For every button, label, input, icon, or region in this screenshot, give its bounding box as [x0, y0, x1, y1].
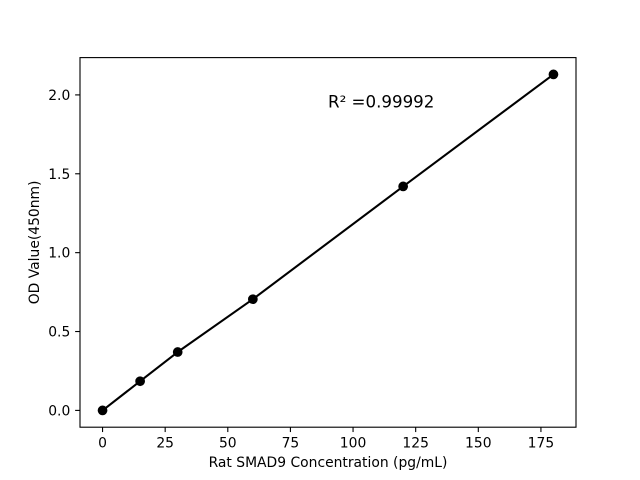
- data-point: [97, 405, 108, 416]
- y-tick-label: 2.0: [48, 88, 70, 104]
- y-tick-label: 1.5: [48, 167, 70, 183]
- data-point: [172, 347, 183, 357]
- x-tick-label: 150: [465, 436, 491, 452]
- x-tick-label: 0: [98, 436, 107, 452]
- data-point: [548, 69, 559, 80]
- series-line: [101, 73, 555, 412]
- y-tick-label: 0.5: [48, 325, 70, 341]
- axes-spines: [79, 57, 577, 428]
- x-tick-label: 50: [219, 436, 237, 452]
- y-axis-label: OD Value(450nm): [27, 181, 43, 305]
- data-point: [135, 376, 145, 387]
- x-axis: 0 25 50 75 100 125 150 175: [98, 427, 554, 452]
- x-tick-label: 25: [156, 436, 174, 452]
- x-tick-label: 125: [402, 436, 428, 452]
- r-squared-annotation: R² =0.99992: [328, 93, 434, 112]
- x-axis-label: Rat SMAD9 Concentration (pg/mL): [209, 455, 448, 471]
- x-tick-label: 100: [340, 436, 366, 452]
- x-tick-label: 75: [282, 436, 300, 452]
- x-tick-label: 175: [528, 436, 554, 452]
- y-tick-label: 0.0: [48, 403, 70, 419]
- y-tick-label: 1.0: [48, 246, 70, 262]
- y-axis: 0.0 0.5 1.0 1.5 2.0: [48, 88, 80, 419]
- data-point: [398, 181, 409, 192]
- data-point: [247, 294, 258, 305]
